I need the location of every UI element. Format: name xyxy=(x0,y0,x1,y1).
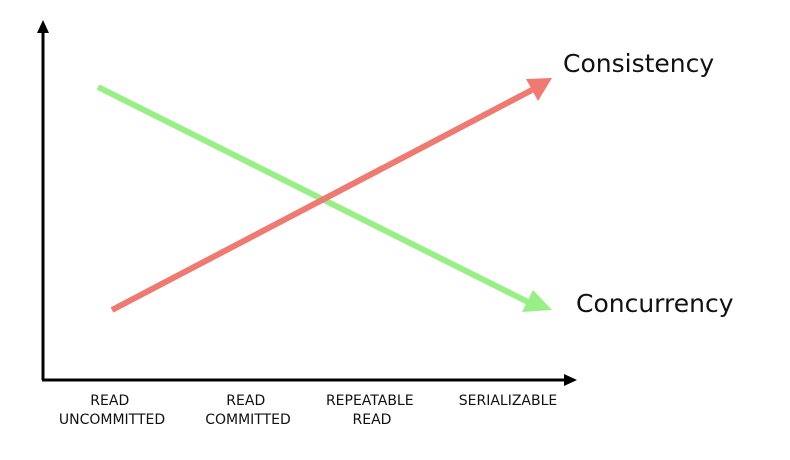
concurrency-label: Concurrency xyxy=(576,289,734,318)
x-axis-arrowhead xyxy=(564,374,577,386)
tick-label-read-committed: READ COMMITTED xyxy=(205,393,291,428)
consistency-arrowhead xyxy=(526,78,552,101)
tick-label-read-uncommitted: READ UNCOMMITTED xyxy=(59,393,165,428)
consistency-line xyxy=(110,87,534,313)
consistency-label: Consistency xyxy=(563,49,714,78)
concurrency-line xyxy=(96,84,532,306)
tick-label-repeatable-read: REPEATABLE READ xyxy=(326,393,418,428)
y-axis-arrowhead xyxy=(37,20,49,33)
tick-label-serializable: SERIALIZABLE xyxy=(459,393,558,409)
concurrency-arrowhead xyxy=(522,290,552,312)
